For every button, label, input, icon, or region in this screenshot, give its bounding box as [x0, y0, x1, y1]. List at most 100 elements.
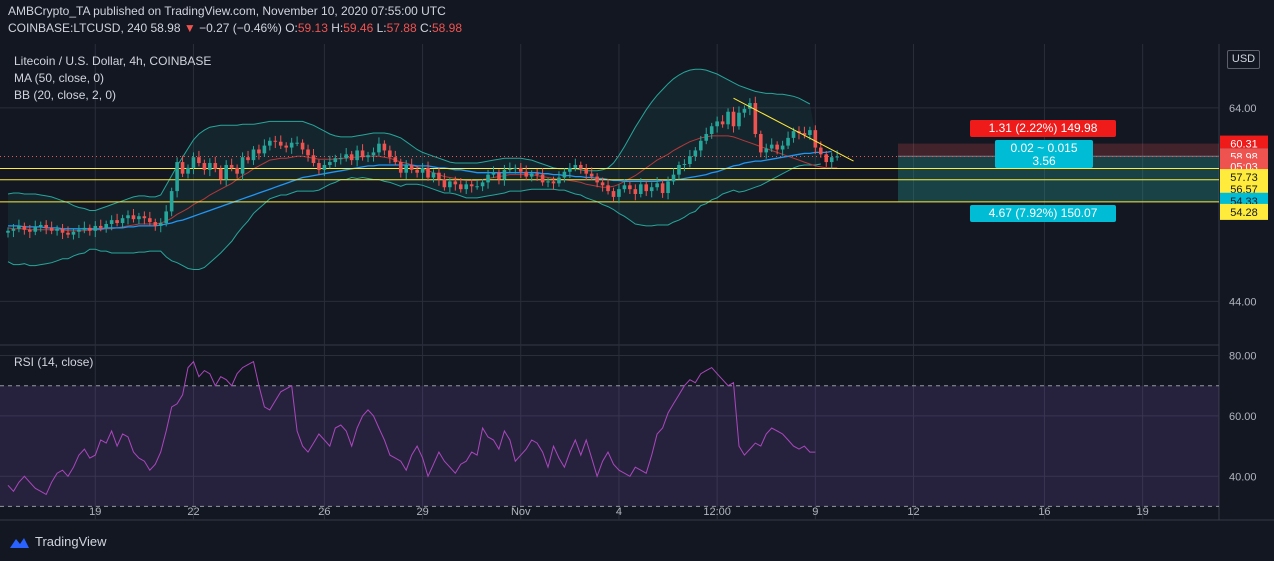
- candle[interactable]: [480, 182, 485, 187]
- candle[interactable]: [829, 157, 834, 163]
- candle[interactable]: [780, 145, 785, 150]
- candle[interactable]: [557, 177, 561, 184]
- candle[interactable]: [328, 162, 332, 165]
- candle[interactable]: [246, 157, 250, 161]
- candle[interactable]: [513, 167, 518, 169]
- candle[interactable]: [764, 148, 769, 153]
- candle[interactable]: [137, 216, 141, 220]
- candle[interactable]: [44, 224, 48, 228]
- candle[interactable]: [120, 218, 125, 224]
- candle[interactable]: [28, 229, 32, 232]
- candle[interactable]: [311, 155, 316, 164]
- candle[interactable]: [835, 156, 839, 158]
- candle[interactable]: [748, 103, 752, 109]
- bb-legend[interactable]: BB (20, close, 2, 0): [14, 88, 117, 102]
- candle[interactable]: [666, 181, 670, 194]
- candle[interactable]: [349, 154, 354, 161]
- candle[interactable]: [355, 150, 359, 161]
- candle[interactable]: [644, 184, 649, 192]
- currency-button[interactable]: USD: [1227, 50, 1260, 69]
- symbol[interactable]: COINBASE:LTCUSD, 240: [8, 21, 148, 35]
- candle[interactable]: [295, 142, 299, 144]
- candle[interactable]: [322, 164, 327, 170]
- candle[interactable]: [715, 121, 719, 127]
- candle[interactable]: [398, 162, 403, 173]
- candle[interactable]: [622, 185, 627, 190]
- candle[interactable]: [546, 181, 550, 183]
- candle[interactable]: [273, 140, 278, 142]
- ma50-line[interactable]: [8, 150, 832, 230]
- candle[interactable]: [33, 226, 38, 232]
- candle[interactable]: [633, 189, 638, 194]
- candle[interactable]: [562, 171, 567, 178]
- candle[interactable]: [257, 149, 261, 154]
- candle[interactable]: [426, 167, 430, 178]
- candle[interactable]: [366, 155, 370, 158]
- candle[interactable]: [606, 185, 610, 192]
- candle[interactable]: [448, 181, 452, 188]
- candle[interactable]: [649, 187, 654, 192]
- candle[interactable]: [420, 167, 425, 173]
- candle[interactable]: [442, 179, 447, 188]
- candle[interactable]: [6, 230, 10, 233]
- candle[interactable]: [393, 157, 398, 163]
- candle[interactable]: [333, 158, 338, 163]
- candle[interactable]: [66, 232, 70, 235]
- rsi-legend[interactable]: RSI (14, close): [14, 355, 94, 369]
- candle[interactable]: [197, 157, 201, 164]
- candle[interactable]: [628, 185, 632, 190]
- candle[interactable]: [306, 149, 310, 156]
- candle[interactable]: [208, 163, 212, 170]
- candle[interactable]: [655, 183, 659, 188]
- candle[interactable]: [17, 225, 21, 229]
- candle[interactable]: [611, 191, 616, 197]
- candle[interactable]: [93, 225, 98, 231]
- candle[interactable]: [71, 231, 76, 235]
- candle[interactable]: [540, 174, 545, 183]
- candle[interactable]: [431, 172, 436, 178]
- candle[interactable]: [278, 141, 283, 146]
- candle[interactable]: [415, 169, 419, 173]
- candle[interactable]: [235, 167, 239, 174]
- candle[interactable]: [584, 168, 589, 174]
- candle[interactable]: [371, 152, 376, 156]
- candle[interactable]: [578, 164, 583, 169]
- candle[interactable]: [82, 227, 87, 230]
- candle[interactable]: [338, 158, 343, 160]
- tradingview-logo[interactable]: TradingView: [8, 534, 107, 549]
- candle[interactable]: [131, 215, 136, 220]
- candle[interactable]: [469, 184, 474, 187]
- candle[interactable]: [508, 168, 512, 170]
- candle[interactable]: [344, 154, 349, 159]
- candle[interactable]: [49, 227, 54, 231]
- candle[interactable]: [737, 112, 741, 127]
- candle[interactable]: [486, 174, 490, 183]
- candle[interactable]: [284, 145, 289, 148]
- candle[interactable]: [289, 142, 294, 148]
- candle[interactable]: [709, 126, 714, 134]
- candle[interactable]: [38, 224, 43, 227]
- candle[interactable]: [824, 154, 829, 163]
- candle[interactable]: [55, 228, 59, 231]
- candle[interactable]: [786, 137, 790, 146]
- candle[interactable]: [688, 156, 692, 164]
- candle[interactable]: [437, 172, 441, 180]
- candle[interactable]: [524, 171, 529, 177]
- candle[interactable]: [497, 172, 501, 180]
- candle[interactable]: [617, 189, 621, 197]
- candle[interactable]: [568, 167, 572, 172]
- candle[interactable]: [388, 150, 392, 158]
- bollinger-lower-band[interactable]: [7, 163, 821, 270]
- candle[interactable]: [180, 162, 185, 174]
- candle[interactable]: [600, 182, 605, 186]
- ma-legend[interactable]: MA (50, close, 0): [14, 71, 105, 85]
- candle[interactable]: [671, 174, 676, 182]
- candle[interactable]: [535, 173, 539, 175]
- candle[interactable]: [360, 150, 365, 158]
- candle[interactable]: [813, 130, 818, 148]
- candle[interactable]: [775, 144, 779, 150]
- candle[interactable]: [818, 147, 823, 155]
- candle[interactable]: [720, 121, 725, 125]
- candle[interactable]: [464, 184, 469, 190]
